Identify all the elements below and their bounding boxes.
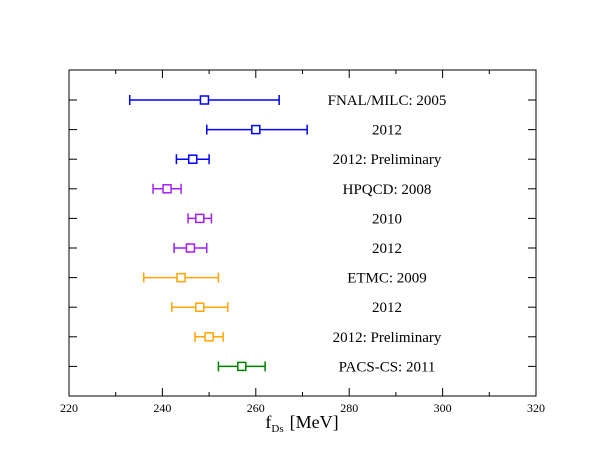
data-point-marker: [188, 154, 198, 164]
data-point-marker: [251, 124, 261, 135]
data-point-group: HPQCD: 2008: [152, 182, 432, 198]
data-point-marker: [204, 332, 214, 342]
point-label: ETMC: 2009: [347, 271, 427, 287]
point-label: FNAL/MILC: 2005: [328, 93, 447, 109]
data-point-group: PACS-CS: 2011: [217, 359, 436, 375]
data-point-group: 2010: [187, 211, 402, 227]
point-label: 2012: [372, 241, 402, 257]
point-label: 2012: [372, 123, 402, 139]
x-axis-ticks: 220 240 260 280 300 320: [60, 70, 545, 415]
x-axis-label: fDs [MeV]: [265, 412, 338, 435]
data-point-group: FNAL/MILC: 2005: [128, 93, 447, 109]
data-point-marker: [237, 361, 247, 372]
data-point-marker: [195, 213, 205, 224]
point-label: 2012: [372, 300, 402, 316]
x-tick-label: 280: [340, 401, 358, 415]
point-label: HPQCD: 2008: [343, 182, 432, 198]
data-point-group: 2012: [173, 241, 402, 257]
x-tick-label: 300: [434, 401, 452, 415]
plot-frame: [68, 69, 537, 397]
data-point-marker: [162, 184, 172, 194]
x-tick-label: 320: [527, 401, 545, 415]
data-point-group: 2012: Preliminary: [194, 330, 442, 346]
x-tick-label: 220: [60, 401, 78, 415]
x-tick-label: 260: [247, 401, 265, 415]
point-label: 2012: Preliminary: [333, 330, 442, 346]
y-axis-ticks: [69, 99, 536, 367]
point-label: PACS-CS: 2011: [339, 359, 436, 375]
data-point-group: 2012: Preliminary: [175, 152, 442, 168]
data-point-group: ETMC: 2009: [142, 271, 427, 287]
data-point-marker: [199, 95, 210, 105]
point-label: 2012: Preliminary: [333, 152, 442, 168]
data-point-group: 2012: [170, 300, 402, 316]
data-point-marker: [185, 243, 196, 253]
data-point-marker: [176, 272, 186, 283]
data-marks: FNAL/MILC: 2005 2012 2012: Preliminary HPQC…: [128, 93, 447, 375]
x-tick-label: 240: [153, 401, 171, 415]
data-point-group: 2012: [206, 123, 402, 139]
point-label: 2010: [372, 211, 402, 227]
data-point-marker: [195, 302, 205, 312]
